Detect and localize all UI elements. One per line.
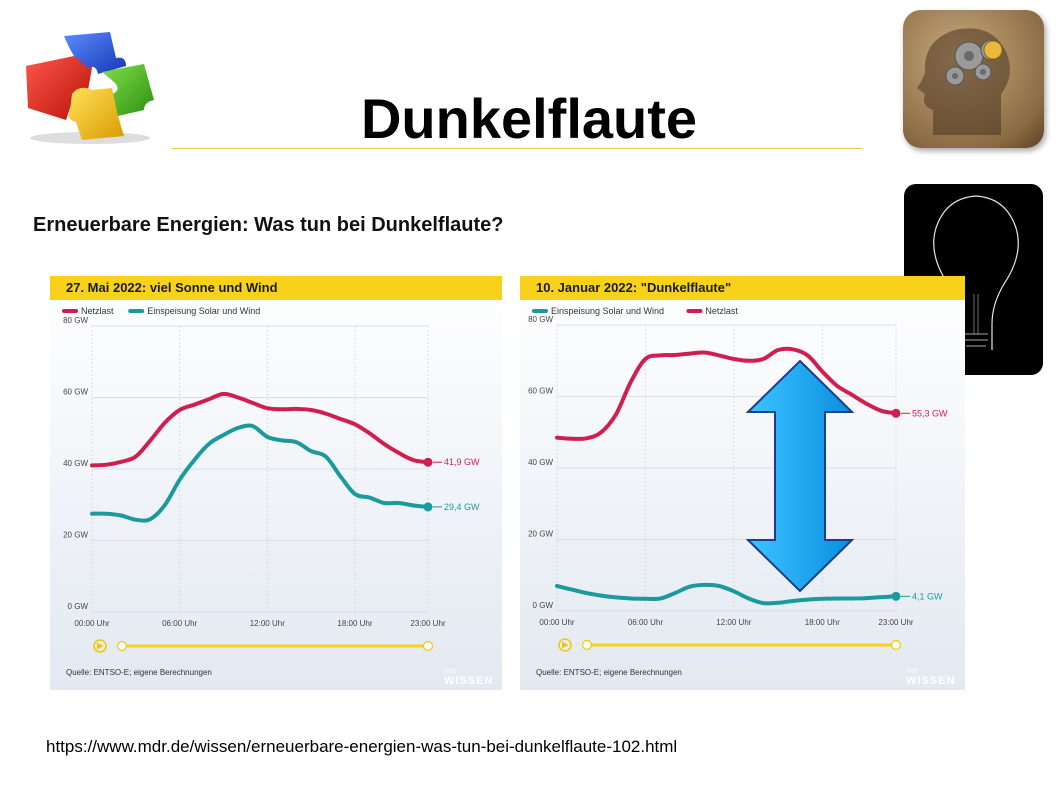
slide-subtitle: Erneuerbare Energien: Was tun bei Dunkel… (33, 214, 504, 236)
legend-label: Einspeisung Solar und Wind (147, 306, 260, 316)
legend-label: Netzlast (705, 306, 738, 316)
series-end-point (423, 457, 433, 467)
slider-handle-end (890, 639, 902, 651)
end-value-label: 4,1 GW (912, 591, 943, 601)
source-url[interactable]: https://www.mdr.de/wissen/erneuerbare-en… (46, 737, 678, 756)
play-button (93, 639, 107, 653)
x-tick-label: 06:00 Uhr (628, 618, 663, 627)
y-tick-label: 20 GW (63, 531, 88, 540)
slider-handle-start (116, 640, 128, 652)
chart-panel-january: 0 GW 20 GW 40 GW 60 GW 80 GW 00:00 Uhr 06:00 U… (520, 276, 965, 690)
legend-label: Netzlast (81, 306, 114, 316)
x-tick-label: 12:00 Uhr (716, 618, 751, 627)
y-tick-label: 20 GW (528, 530, 553, 539)
y-tick-label: 80 GW (63, 316, 88, 325)
chart-title-bar: 10. Januar 2022: "Dunkelflaute" (520, 276, 965, 300)
legend-label: Einspeisung Solar und Wind (551, 306, 664, 316)
x-tick-label: 18:00 Uhr (337, 619, 372, 628)
series-line (90, 391, 430, 468)
series-end-point (891, 408, 901, 418)
slide-title: Dunkelflaute (360, 87, 698, 150)
x-tick-label: 12:00 Uhr (250, 619, 285, 628)
x-tick-label: 00:00 Uhr (539, 618, 574, 627)
chart-source: Quelle: ENTSO-E; eigene Berechnungen (66, 668, 212, 677)
chart-title: 10. Januar 2022: "Dunkelflaute" (536, 280, 732, 295)
x-tick-label: 23:00 Uhr (878, 618, 913, 627)
play-button (558, 638, 572, 652)
x-tick-label: 18:00 Uhr (805, 618, 840, 627)
brand-logo: mdr WISSEN (444, 668, 494, 687)
slider-handle-start (581, 639, 593, 651)
series-line (90, 423, 430, 523)
y-tick-label: 80 GW (528, 315, 553, 324)
x-tick-label: 00:00 Uhr (74, 619, 109, 628)
y-tick-label: 60 GW (63, 388, 88, 397)
chart-title: 27. Mai 2022: viel Sonne und Wind (66, 280, 278, 295)
brand-logo: mdr WISSEN (906, 668, 956, 687)
chart-source: Quelle: ENTSO-E; eigene Berechnungen (536, 668, 682, 677)
y-tick-label: 0 GW (533, 601, 554, 610)
series-end-point (891, 591, 901, 601)
chart-may: 0 GW 20 GW 40 GW 60 GW 80 GW 00:00 Uhr 06:00 U… (62, 306, 480, 653)
end-value-label: 29,4 GW (444, 502, 480, 512)
end-value-label: 55,3 GW (912, 408, 948, 418)
y-tick-label: 40 GW (528, 458, 553, 467)
play-icon (562, 641, 569, 649)
title-underline (172, 148, 862, 149)
series-line (555, 346, 898, 441)
double-arrow-icon (745, 359, 855, 593)
chart-title-bar: 27. Mai 2022: viel Sonne und Wind (50, 276, 502, 300)
y-tick-label: 40 GW (63, 459, 88, 468)
end-value-label: 41,9 GW (444, 457, 480, 467)
play-icon (97, 642, 104, 650)
chart-panel-may: 0 GW 20 GW 40 GW 60 GW 80 GW 00:00 Uhr 06:00 U… (50, 276, 502, 690)
head-gears-icon (903, 10, 1044, 148)
x-tick-label: 23:00 Uhr (410, 619, 445, 628)
y-tick-label: 0 GW (68, 602, 89, 611)
y-tick-label: 60 GW (528, 387, 553, 396)
series-end-point (423, 502, 433, 512)
puzzle-icon (26, 32, 154, 144)
slider-handle-end (422, 640, 434, 652)
chart-january: 0 GW 20 GW 40 GW 60 GW 80 GW 00:00 Uhr 06:00 U… (528, 306, 948, 652)
series-line (555, 582, 898, 606)
x-tick-label: 06:00 Uhr (162, 619, 197, 628)
